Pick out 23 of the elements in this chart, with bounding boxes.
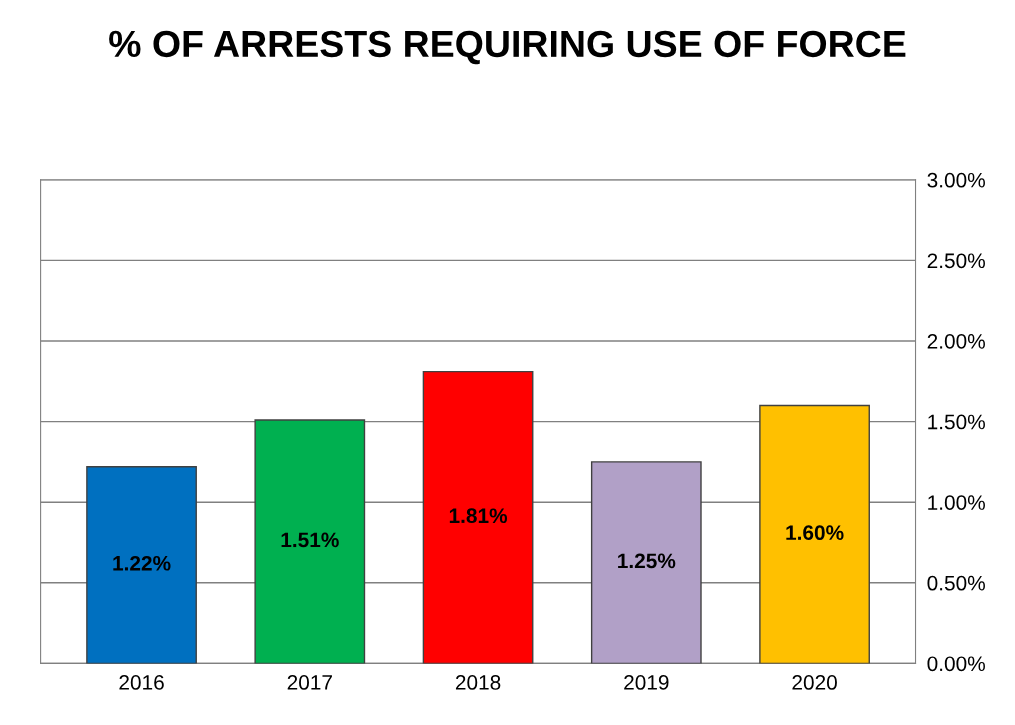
y-tick-label: 3.00% bbox=[927, 172, 985, 188]
x-tick-label: 2018 bbox=[455, 675, 501, 690]
y-tick-label: 0.00% bbox=[927, 656, 985, 672]
y-tick-label: 1.00% bbox=[928, 495, 985, 510]
y-tick-label: 0.50% bbox=[927, 575, 985, 591]
bar bbox=[590, 461, 702, 664]
y-tick-label: 1.50% bbox=[928, 414, 985, 430]
data-label: 1.22% bbox=[113, 555, 171, 571]
data-label: 1.81% bbox=[449, 508, 508, 524]
bar bbox=[422, 370, 534, 664]
x-tick-label: 2019 bbox=[624, 675, 669, 690]
bar bbox=[759, 404, 870, 664]
data-label: 1.25% bbox=[618, 553, 676, 569]
data-label: 1.60% bbox=[786, 525, 844, 541]
x-tick-label: 2017 bbox=[287, 675, 332, 690]
x-tick-label: 2016 bbox=[119, 675, 164, 690]
y-tick-label: 2.50% bbox=[927, 253, 985, 269]
bar bbox=[254, 419, 366, 664]
y-tick-label: 2.00% bbox=[927, 333, 985, 349]
data-label: 1.51% bbox=[281, 532, 339, 548]
x-tick-label: 2020 bbox=[792, 675, 837, 690]
chart-title: % OF ARRESTS REQUIRING USE OF FORCE bbox=[109, 30, 906, 65]
bar bbox=[86, 466, 197, 664]
